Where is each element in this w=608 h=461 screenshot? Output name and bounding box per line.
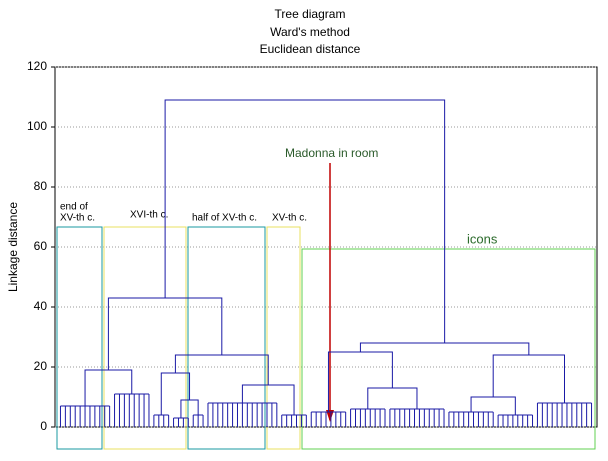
link [164, 99, 446, 343]
chart-subtitle: Ward's method [270, 25, 350, 39]
annotation: XVI-th c. [130, 210, 168, 221]
group-box [266, 226, 301, 450]
y-axis-label: Linkage distance [6, 202, 20, 292]
group-box [56, 226, 103, 450]
leaf-cluster [207, 402, 278, 427]
annotation: icons [467, 231, 498, 246]
group-box [103, 226, 187, 450]
annotation: end of [60, 202, 88, 213]
y-tick-label: 20 [34, 359, 48, 373]
y-tick-label: 0 [40, 419, 47, 433]
chart-subtitle: Euclidean distance [260, 42, 361, 56]
annotation: XV-th c. [272, 213, 307, 224]
y-tick-label: 40 [34, 299, 48, 313]
group-box [187, 226, 266, 450]
chart-title: Tree diagram [275, 7, 346, 21]
group-box [301, 248, 596, 450]
y-tick-label: 60 [34, 239, 48, 253]
group-boxes [56, 226, 596, 450]
arrow-head [326, 410, 334, 422]
annotation: half of XV-th c. [192, 213, 257, 224]
y-tick-label: 120 [27, 59, 47, 73]
annotation: XV-th c. [60, 213, 95, 224]
y-tick-label: 100 [27, 119, 47, 133]
y-tick-label: 80 [34, 179, 48, 193]
annotation: Madonna in room [285, 146, 378, 160]
